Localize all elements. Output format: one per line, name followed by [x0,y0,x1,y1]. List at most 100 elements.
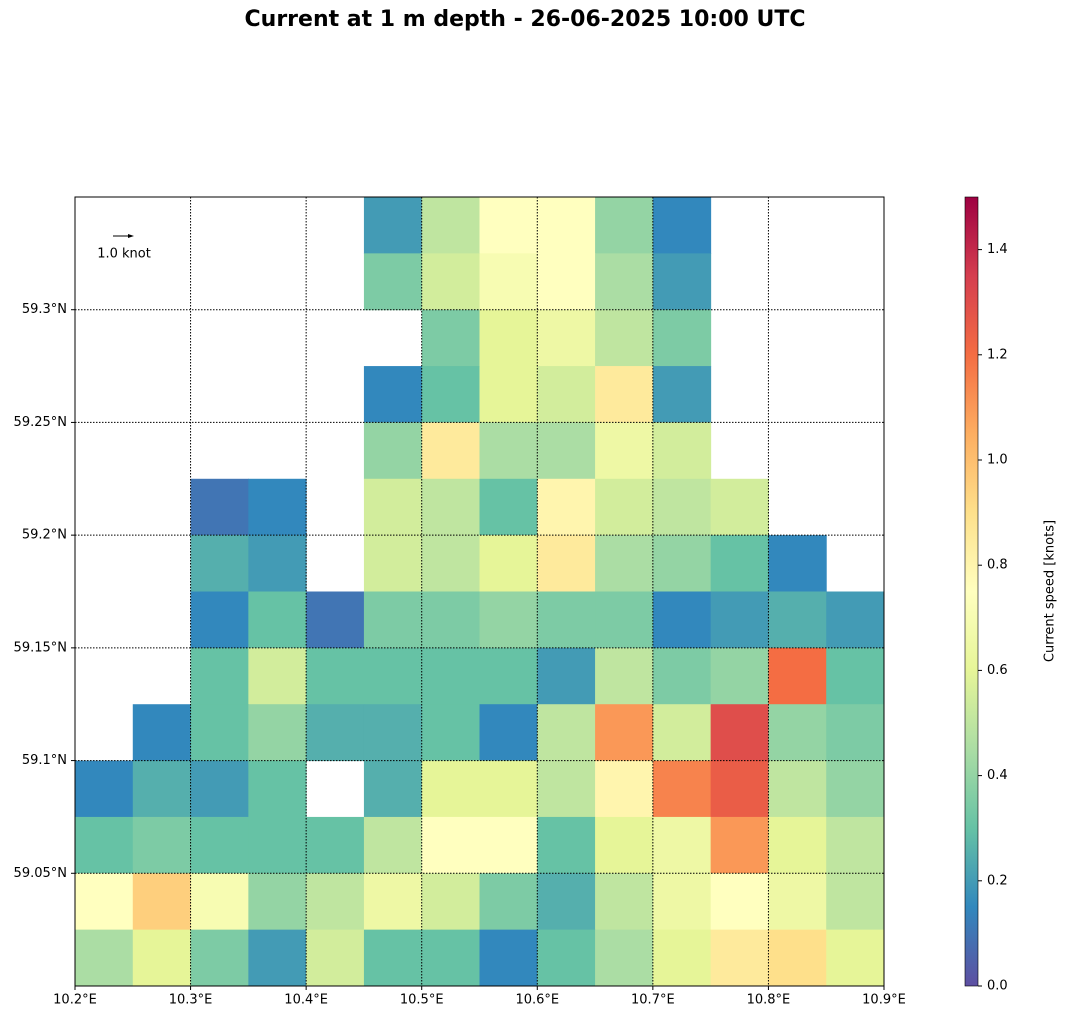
speed-cell [421,478,480,536]
speed-cell [190,535,249,592]
speed-cell [537,478,596,536]
speed-cell [248,760,307,818]
speed-cell [710,647,769,705]
speed-cell [190,478,249,536]
speed-cell [537,197,596,254]
x-tick-label: 10.2°E [53,993,97,1008]
colorbar-tick-label: 0.8 [987,558,1008,573]
speed-cell [479,197,538,254]
speed-cell [363,929,423,986]
speed-cell [826,929,884,986]
speed-cell [479,760,538,818]
speed-cell [826,591,884,649]
speed-cell [595,478,654,536]
colorbar-tick-label: 0.4 [987,768,1008,783]
speed-cell [537,929,596,986]
speed-cell [537,647,596,705]
colorbar-tick-label: 1.0 [987,453,1008,468]
y-tick-label: 59.05°N [14,866,67,881]
colorbar-tick-label: 0.0 [987,979,1008,994]
speed-cell [537,366,596,423]
speed-cell [652,309,712,367]
speed-cell [537,309,596,367]
speed-cell [421,873,480,931]
y-tick-label: 59.1°N [22,753,67,768]
speed-cell [595,309,654,367]
speed-cell [363,873,423,931]
speed-cell [132,929,192,986]
speed-cell [421,591,480,649]
speed-cell [479,535,538,592]
speed-cell [710,760,769,818]
speed-cell [190,704,249,762]
speed-cell [595,929,654,986]
speed-cell [75,760,134,818]
speed-cell [363,760,423,818]
speed-cell [306,591,365,649]
colorbar-tick-label: 1.4 [987,242,1008,257]
y-tick-label: 59.3°N [22,302,67,317]
speed-cell [595,591,654,649]
speed-cell [75,816,134,874]
speed-cell [595,760,654,818]
speed-cell [826,647,884,705]
speed-cell [537,422,596,480]
speed-cell [363,478,423,536]
speed-cell [652,704,712,762]
speed-cell [421,760,480,818]
speed-cell [421,422,480,480]
x-tick-label: 10.8°E [747,993,791,1008]
speed-cell [768,704,827,762]
speed-cell [710,704,769,762]
colorbar-tick-label: 0.6 [987,663,1008,678]
speed-cell [421,929,480,986]
speed-cell [652,929,712,986]
speed-cell [537,816,596,874]
speed-cell [537,873,596,931]
speed-cell [248,704,307,762]
speed-cell [132,760,192,818]
y-tick-label: 59.15°N [14,640,67,655]
speed-cell [768,929,827,986]
speed-cell [421,197,480,254]
speed-cell [710,873,769,931]
speed-cell [652,647,712,705]
speed-cell [710,816,769,874]
speed-cell [595,873,654,931]
speed-cell [826,873,884,931]
speed-cell [248,591,307,649]
speed-cell [190,873,249,931]
speed-cell [595,647,654,705]
speed-cell [363,591,423,649]
chart-title: Current at 1 m depth - 26-06-2025 10:00 … [245,7,806,32]
speed-cell [421,816,480,874]
speed-cell [132,704,192,762]
speed-cell [479,929,538,986]
speed-cell [595,253,654,311]
speed-cell [768,873,827,931]
speed-cell [652,478,712,536]
speed-cell [306,816,365,874]
speed-cell [479,478,538,536]
speed-cell [768,816,827,874]
speed-cell [421,535,480,592]
speed-cell [248,929,307,986]
scale-arrowhead [128,234,134,238]
x-tick-label: 10.9°E [862,993,906,1008]
speed-cell [652,535,712,592]
speed-cell [479,647,538,705]
speed-cell [826,760,884,818]
speed-cell [652,366,712,423]
speed-cell [132,873,192,931]
speed-cell [363,647,423,705]
speed-cell [363,704,423,762]
colorbar-tick-label: 1.2 [987,347,1008,362]
speed-cell [132,816,192,874]
speed-cell [826,704,884,762]
speed-cell [363,816,423,874]
speed-cell [248,535,307,592]
speed-cell [537,760,596,818]
speed-cell [248,816,307,874]
x-tick-label: 10.5°E [400,993,444,1008]
speed-cell [768,535,827,592]
